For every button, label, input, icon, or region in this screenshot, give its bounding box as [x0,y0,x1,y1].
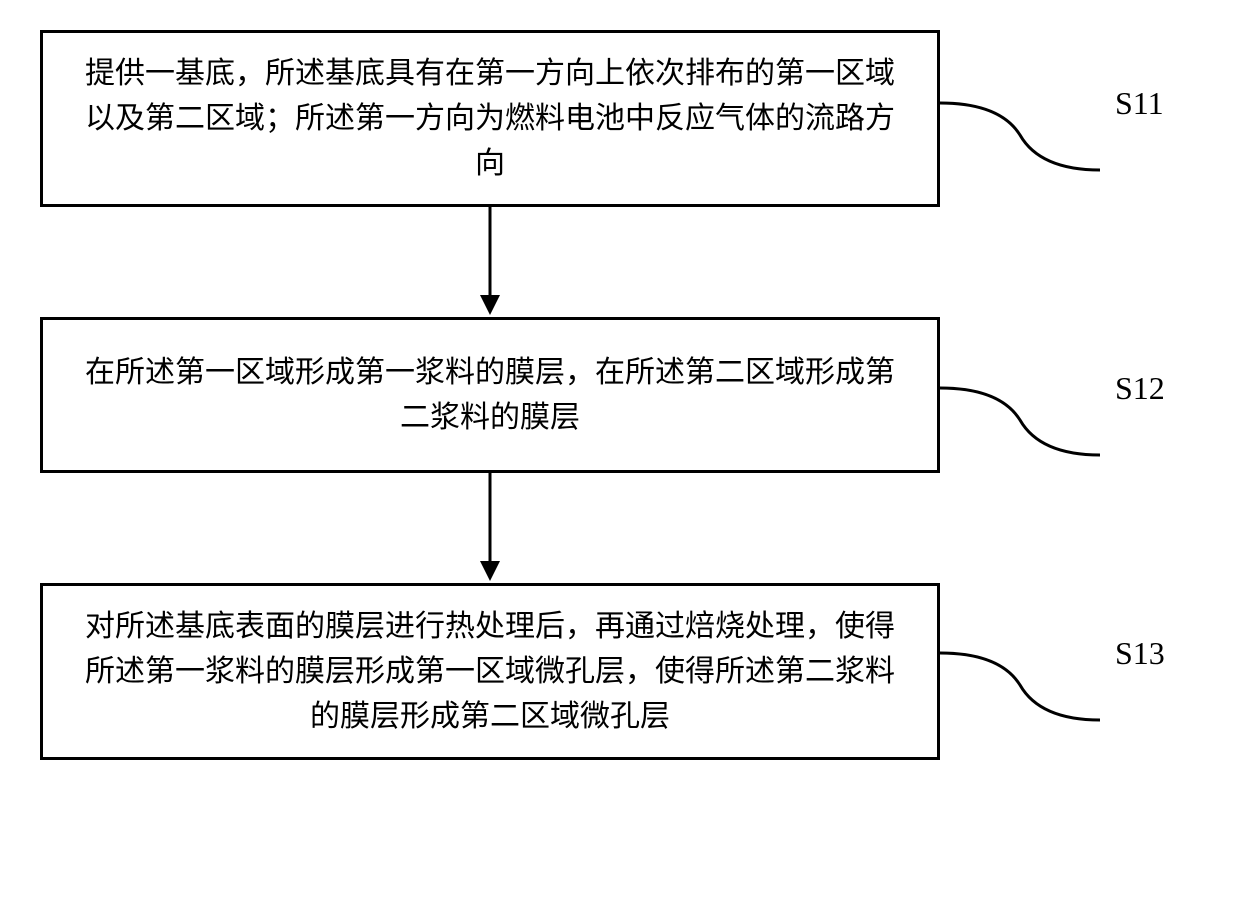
arrow-2 [40,473,940,583]
step-text-3: 对所述基底表面的膜层进行热处理后，再通过焙烧处理，使得所述第一浆料的膜层形成第一… [85,610,895,733]
step-label-2: S12 [1115,370,1165,407]
step-label-1: S11 [1115,85,1164,122]
flowchart-container: 提供一基底，所述基底具有在第一方向上依次排布的第一区域以及第二区域；所述第一方向… [40,30,1200,760]
step-box-1: 提供一基底，所述基底具有在第一方向上依次排布的第一区域以及第二区域；所述第一方向… [40,30,940,207]
step-text-2: 在所述第一区域形成第一浆料的膜层，在所述第二区域形成第二浆料的膜层 [85,356,895,434]
step-box-2: 在所述第一区域形成第一浆料的膜层，在所述第二区域形成第二浆料的膜层 [40,317,940,473]
step-label-3: S13 [1115,635,1165,672]
step-box-3: 对所述基底表面的膜层进行热处理后，再通过焙烧处理，使得所述第一浆料的膜层形成第一… [40,583,940,760]
step-text-1: 提供一基底，所述基底具有在第一方向上依次排布的第一区域以及第二区域；所述第一方向… [85,57,895,180]
arrow-1 [40,207,940,317]
